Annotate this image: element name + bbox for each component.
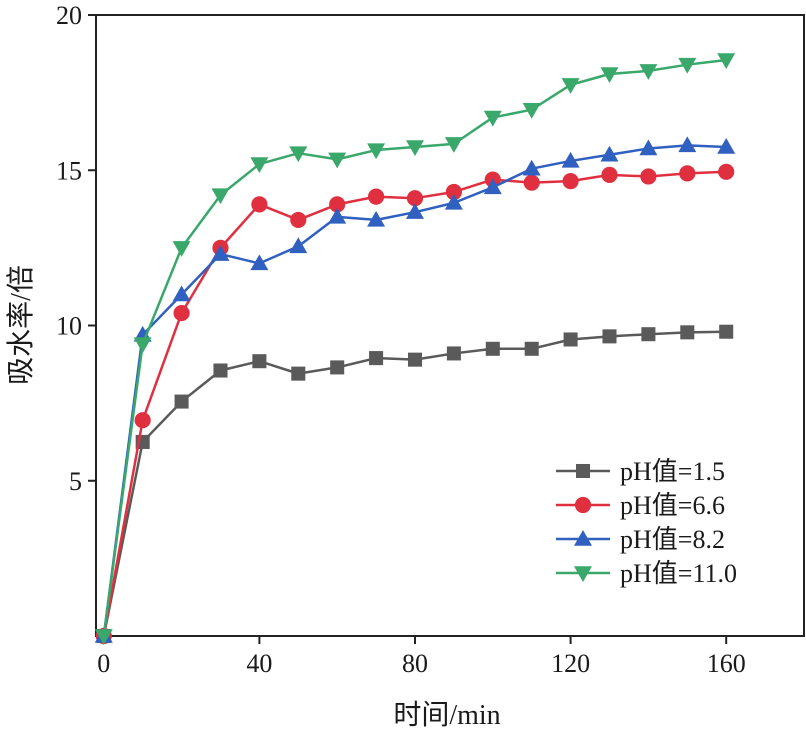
x-tick-label: 40	[246, 649, 272, 678]
series	[94, 136, 736, 643]
legend-marker	[575, 463, 591, 479]
data-point	[602, 329, 617, 344]
legend-label: pH值=11.0	[620, 559, 737, 588]
data-point	[717, 137, 736, 154]
data-point	[405, 203, 424, 219]
series-layer	[94, 53, 736, 645]
data-point	[639, 64, 658, 80]
data-point	[678, 57, 697, 74]
data-point	[445, 183, 462, 201]
legend-marker	[574, 530, 592, 546]
legend-entry: pH值=1.5	[556, 457, 725, 486]
data-point	[524, 341, 539, 356]
legend-label: pH值=6.6	[620, 491, 725, 520]
data-point	[600, 145, 619, 162]
data-point	[213, 363, 228, 378]
data-point	[522, 102, 541, 119]
data-point	[600, 67, 619, 83]
data-point	[680, 325, 695, 340]
data-point	[291, 366, 306, 381]
legend-entry: pH值=8.2	[556, 525, 725, 554]
data-point	[563, 332, 578, 347]
data-point	[407, 352, 423, 367]
data-point	[328, 207, 347, 224]
data-point	[483, 178, 502, 195]
data-point	[679, 165, 696, 182]
data-point	[561, 78, 580, 94]
data-point	[328, 152, 347, 169]
data-point	[444, 193, 463, 210]
data-point	[329, 196, 346, 213]
x-tick-label: 0	[97, 649, 110, 678]
data-point	[641, 327, 656, 342]
data-point	[173, 304, 190, 322]
data-point	[211, 188, 230, 205]
data-point	[252, 354, 267, 369]
data-point	[172, 285, 191, 302]
legend-marker	[574, 566, 592, 582]
y-axis-title: 吸水率/倍	[5, 265, 37, 385]
axis-ticks: 0 40 80 120 160 5 10 15 20	[56, 1, 746, 678]
data-point	[717, 53, 736, 70]
x-tick-label: 120	[551, 649, 590, 678]
data-point	[678, 136, 697, 153]
data-point	[330, 360, 345, 375]
x-tick-label: 160	[707, 649, 746, 678]
data-point	[290, 211, 307, 229]
data-point	[444, 137, 463, 153]
data-point	[250, 157, 269, 174]
data-point	[367, 210, 386, 227]
data-point	[134, 412, 151, 429]
y-tick-label: 20	[56, 1, 82, 30]
data-point	[94, 629, 113, 645]
x-axis-title: 时间/min	[393, 699, 500, 731]
y-tick-label: 15	[56, 156, 82, 185]
data-point	[601, 166, 618, 184]
data-point	[250, 254, 269, 271]
data-point	[211, 245, 230, 261]
data-point	[522, 159, 541, 176]
legend-entry: pH值=6.6	[556, 491, 725, 520]
data-point	[561, 151, 580, 168]
data-point	[367, 143, 386, 160]
data-point	[174, 394, 189, 409]
legend-label: pH值=8.2	[620, 525, 725, 554]
data-point	[523, 174, 540, 191]
data-point	[640, 168, 657, 185]
data-point	[289, 146, 308, 163]
legend: pH值=1.5 pH值=6.6 pH值=8.2 pH值=11.0	[556, 457, 737, 588]
series	[94, 53, 736, 645]
legend-label: pH值=1.5	[620, 457, 725, 486]
data-point	[718, 163, 735, 180]
data-point	[133, 337, 152, 354]
data-point	[446, 346, 461, 361]
legend-entry: pH值=11.0	[556, 559, 737, 588]
data-point	[719, 324, 734, 339]
y-tick-label: 10	[56, 312, 82, 341]
data-point	[369, 351, 384, 366]
legend-marker	[574, 496, 592, 514]
data-point	[562, 173, 579, 190]
data-point	[172, 241, 191, 257]
data-point	[483, 110, 502, 127]
y-tick-label: 5	[69, 467, 82, 496]
data-point	[251, 196, 268, 213]
data-point	[405, 140, 424, 156]
data-point	[367, 188, 385, 205]
data-point	[485, 341, 500, 356]
data-point	[289, 237, 308, 254]
data-point	[639, 139, 658, 156]
x-tick-label: 80	[402, 649, 428, 678]
data-point	[406, 190, 424, 207]
